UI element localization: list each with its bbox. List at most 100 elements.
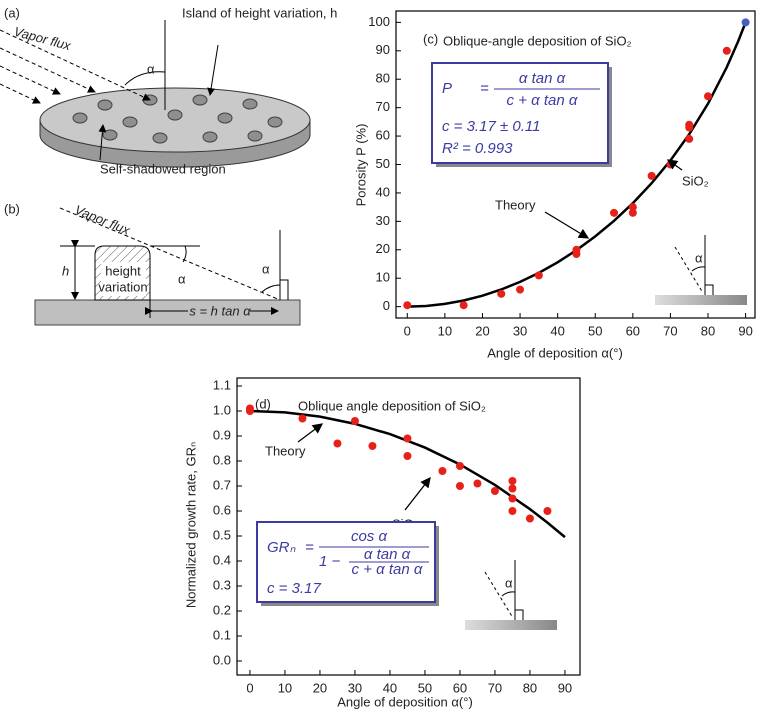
x-axis-label: Angle of deposition α(°) xyxy=(337,694,473,709)
islands xyxy=(72,94,283,144)
flux-label: Vapor flux xyxy=(73,202,133,238)
arrow xyxy=(544,211,590,239)
formula-num: cos α xyxy=(351,528,388,545)
data-point xyxy=(497,289,506,298)
x-tick-label: 90 xyxy=(738,323,752,338)
data-point xyxy=(628,203,637,212)
data-point xyxy=(455,462,464,470)
x-tick-label: 30 xyxy=(513,323,527,338)
y-tick-label: 0 xyxy=(383,298,390,313)
y-tick-label: 1.0 xyxy=(213,402,231,417)
panel-label: (c) xyxy=(423,31,438,46)
x-tick-label: 0 xyxy=(404,323,411,338)
formula-r2: R² = 0.993 xyxy=(442,140,513,157)
y-tick-label: 10 xyxy=(376,270,390,285)
y-tick-label: 0.7 xyxy=(213,477,231,492)
formula-box xyxy=(431,62,609,164)
theory-line xyxy=(407,21,747,308)
flux-label: Vapor flux xyxy=(12,24,72,54)
y-tick-label: 0.3 xyxy=(213,577,231,592)
chart-title: Oblique angle deposition of SiO₂ xyxy=(298,398,486,413)
formula-lhs: GRₙ xyxy=(267,539,297,556)
formula-c: c = 3.17 ± 0.11 xyxy=(442,118,540,135)
chart: 0 10 20 30 40 50 60 70 80 90 0.0 0.1 0.2 0.3 0.4 0.5 0.6… xyxy=(183,377,581,709)
y-tick-label: 30 xyxy=(376,213,390,228)
flux-line xyxy=(59,207,281,301)
x-axis-label: Angle of deposition α(°) xyxy=(487,345,623,360)
data-point xyxy=(368,442,377,450)
flux-line xyxy=(484,571,514,619)
y-tick-label: 20 xyxy=(376,241,390,256)
data-point xyxy=(245,404,254,413)
x-tick-label: 10 xyxy=(438,323,452,338)
height-label: height xyxy=(105,263,141,278)
formula-one: 1 − xyxy=(319,553,341,570)
angle-label: α xyxy=(262,261,270,276)
panel-label: (d) xyxy=(255,396,271,411)
data-point xyxy=(508,477,517,485)
y-tick-label: 0.4 xyxy=(213,552,231,567)
y-tick-label: 0.2 xyxy=(213,602,231,617)
x-tick-label: 70 xyxy=(663,323,677,338)
data-point xyxy=(572,245,581,254)
inset-angle: α xyxy=(505,575,513,590)
data-point xyxy=(473,479,482,488)
data-point xyxy=(403,301,412,310)
formula-den2: c + α tan α xyxy=(352,561,423,578)
label-bg xyxy=(101,262,146,296)
x-tick-label: 80 xyxy=(523,680,537,695)
arrow xyxy=(207,44,219,96)
angle-arc xyxy=(182,245,187,263)
data-point xyxy=(704,92,713,101)
y-tick-label: 1.1 xyxy=(213,377,231,392)
y-tick-label: 0.9 xyxy=(213,427,231,442)
diagram-b: (b) height variation Vapor flux α α h s … xyxy=(4,201,301,326)
x-tick-label: 30 xyxy=(348,680,362,695)
island-label: Island of height variation, h xyxy=(182,5,337,20)
y-tick-label: 70 xyxy=(376,99,390,114)
y-tick-label: 80 xyxy=(376,71,390,86)
data-point xyxy=(722,46,731,55)
chart: 0 10 20 30 40 50 60 70 80 90 0 10 20 30 40 50 60 70 80 90 10… xyxy=(353,10,756,360)
arrow xyxy=(98,124,107,161)
y-tick-label: 40 xyxy=(376,184,390,199)
x-tick-label: 40 xyxy=(383,680,397,695)
theory-label: Theory xyxy=(495,197,536,212)
x-tick-label: 60 xyxy=(626,323,640,338)
arrow xyxy=(666,159,683,171)
data-point xyxy=(508,507,517,515)
y-tick-label: 50 xyxy=(376,156,390,171)
y-tick-label: 0.8 xyxy=(213,452,231,467)
y-tick-label: 0.1 xyxy=(213,627,231,642)
flux-line xyxy=(674,246,704,294)
formula-lhs: P xyxy=(442,80,452,97)
formula-num2: α tan α xyxy=(364,546,411,563)
formula-den: c + α tan α xyxy=(507,92,578,109)
angle-arc xyxy=(124,71,166,86)
data-point xyxy=(525,514,534,523)
data-point xyxy=(403,434,412,443)
data-point xyxy=(298,414,307,423)
data-point xyxy=(685,120,694,129)
chart-title: Oblique-angle deposition of SiO₂ xyxy=(443,33,632,48)
formula-c: c = 3.17 xyxy=(267,580,321,597)
data-point xyxy=(350,417,359,425)
x-tick-label: 60 xyxy=(453,680,467,695)
formula-eq: = xyxy=(305,539,314,556)
right-angle xyxy=(705,284,714,295)
diagram-a: (a) Vapor flux α Island of height variat… xyxy=(0,5,337,176)
data-point xyxy=(508,494,517,503)
x-tick-label: 20 xyxy=(313,680,327,695)
data-point xyxy=(333,439,342,448)
theory-label: Theory xyxy=(265,443,306,458)
right-angle xyxy=(515,609,524,620)
x-tick-label: 0 xyxy=(246,680,253,695)
x-tick-label: 80 xyxy=(701,323,715,338)
y-tick-label: 0.5 xyxy=(213,527,231,542)
formula-eq: = xyxy=(480,80,489,97)
x-tick-label: 10 xyxy=(278,680,292,695)
inset-angle: α xyxy=(695,250,703,265)
y-tick-label: 0.0 xyxy=(213,652,231,667)
variation-label: variation xyxy=(98,279,147,294)
